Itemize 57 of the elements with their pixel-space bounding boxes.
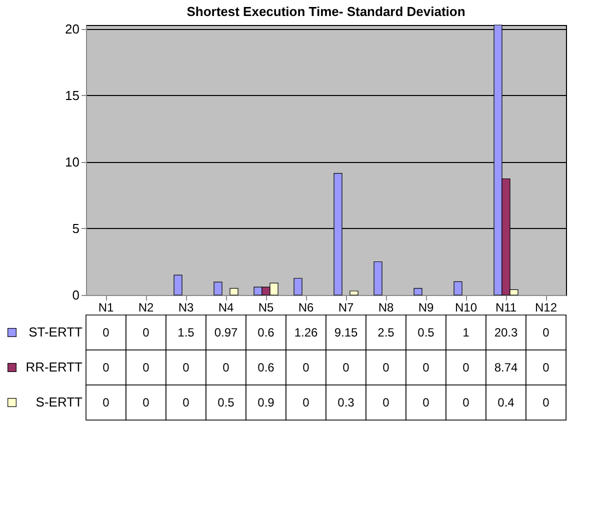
data-label: 0 xyxy=(302,360,310,374)
data-label: 0 xyxy=(382,396,390,410)
x-tick-label: N8 xyxy=(378,300,394,314)
y-tick-label: 5 xyxy=(72,221,80,236)
x-tick-label: N9 xyxy=(418,300,434,314)
data-label: 8.74 xyxy=(494,360,518,374)
chart-title: Shortest Execution Time- Standard Deviation xyxy=(186,4,466,19)
data-label: 20.3 xyxy=(494,326,518,340)
x-tick-label: N5 xyxy=(258,300,274,314)
data-label: 1 xyxy=(462,326,470,340)
data-label: 0 xyxy=(302,396,310,410)
data-label: 0 xyxy=(142,360,150,374)
x-tick-label: N10 xyxy=(454,300,478,314)
data-label: 0 xyxy=(542,396,550,410)
legend-label: ST-ERTT xyxy=(28,324,83,340)
x-tick-label: N2 xyxy=(138,300,154,314)
y-tick-label: 20 xyxy=(65,21,80,36)
data-label: 0 xyxy=(142,326,150,340)
data-label: 0 xyxy=(142,396,150,410)
legend-label: S-ERTT xyxy=(36,394,83,410)
data-label: 0 xyxy=(182,360,190,374)
data-label: 0 xyxy=(102,396,110,410)
x-tick-label: N4 xyxy=(218,300,234,314)
data-label: 0 xyxy=(542,326,550,340)
x-tick-label: N12 xyxy=(534,300,558,314)
y-tick-label: 10 xyxy=(65,154,80,170)
data-label: 0.3 xyxy=(338,396,355,410)
y-tick-label: 0 xyxy=(72,288,80,302)
data-label: 0.6 xyxy=(258,360,275,374)
data-label: 1.5 xyxy=(178,326,195,340)
data-label: 9.15 xyxy=(334,326,358,340)
data-label: 0 xyxy=(342,360,350,374)
data-label: 0 xyxy=(422,360,430,374)
data-label: 0 xyxy=(102,360,110,374)
data-label: 0 xyxy=(102,326,110,340)
data-label: 0 xyxy=(422,396,430,410)
data-label: 2.5 xyxy=(378,326,395,340)
data-label: 0 xyxy=(182,396,190,410)
legend-label: RR-ERTT xyxy=(26,360,83,374)
data-label: 0 xyxy=(222,360,230,374)
y-tick-label: 15 xyxy=(65,88,80,103)
x-tick-label: N3 xyxy=(178,300,194,314)
data-label: 0.97 xyxy=(214,326,238,340)
data-label: 0.4 xyxy=(498,396,515,410)
data-label: 0 xyxy=(542,360,550,374)
data-label: 0 xyxy=(462,360,470,374)
x-tick-label: N7 xyxy=(338,300,354,314)
data-label: 1.26 xyxy=(294,326,318,340)
data-label: 0 xyxy=(462,396,470,410)
data-label: 0 xyxy=(382,360,390,374)
data-label: 0.9 xyxy=(258,396,275,410)
data-label: 0.5 xyxy=(218,396,235,410)
x-tick-label: N6 xyxy=(298,300,314,314)
x-tick-label: N1 xyxy=(98,300,114,314)
x-tick-label: N11 xyxy=(495,300,517,314)
data-label: 0.5 xyxy=(418,326,435,340)
data-label: 0.6 xyxy=(258,326,275,340)
